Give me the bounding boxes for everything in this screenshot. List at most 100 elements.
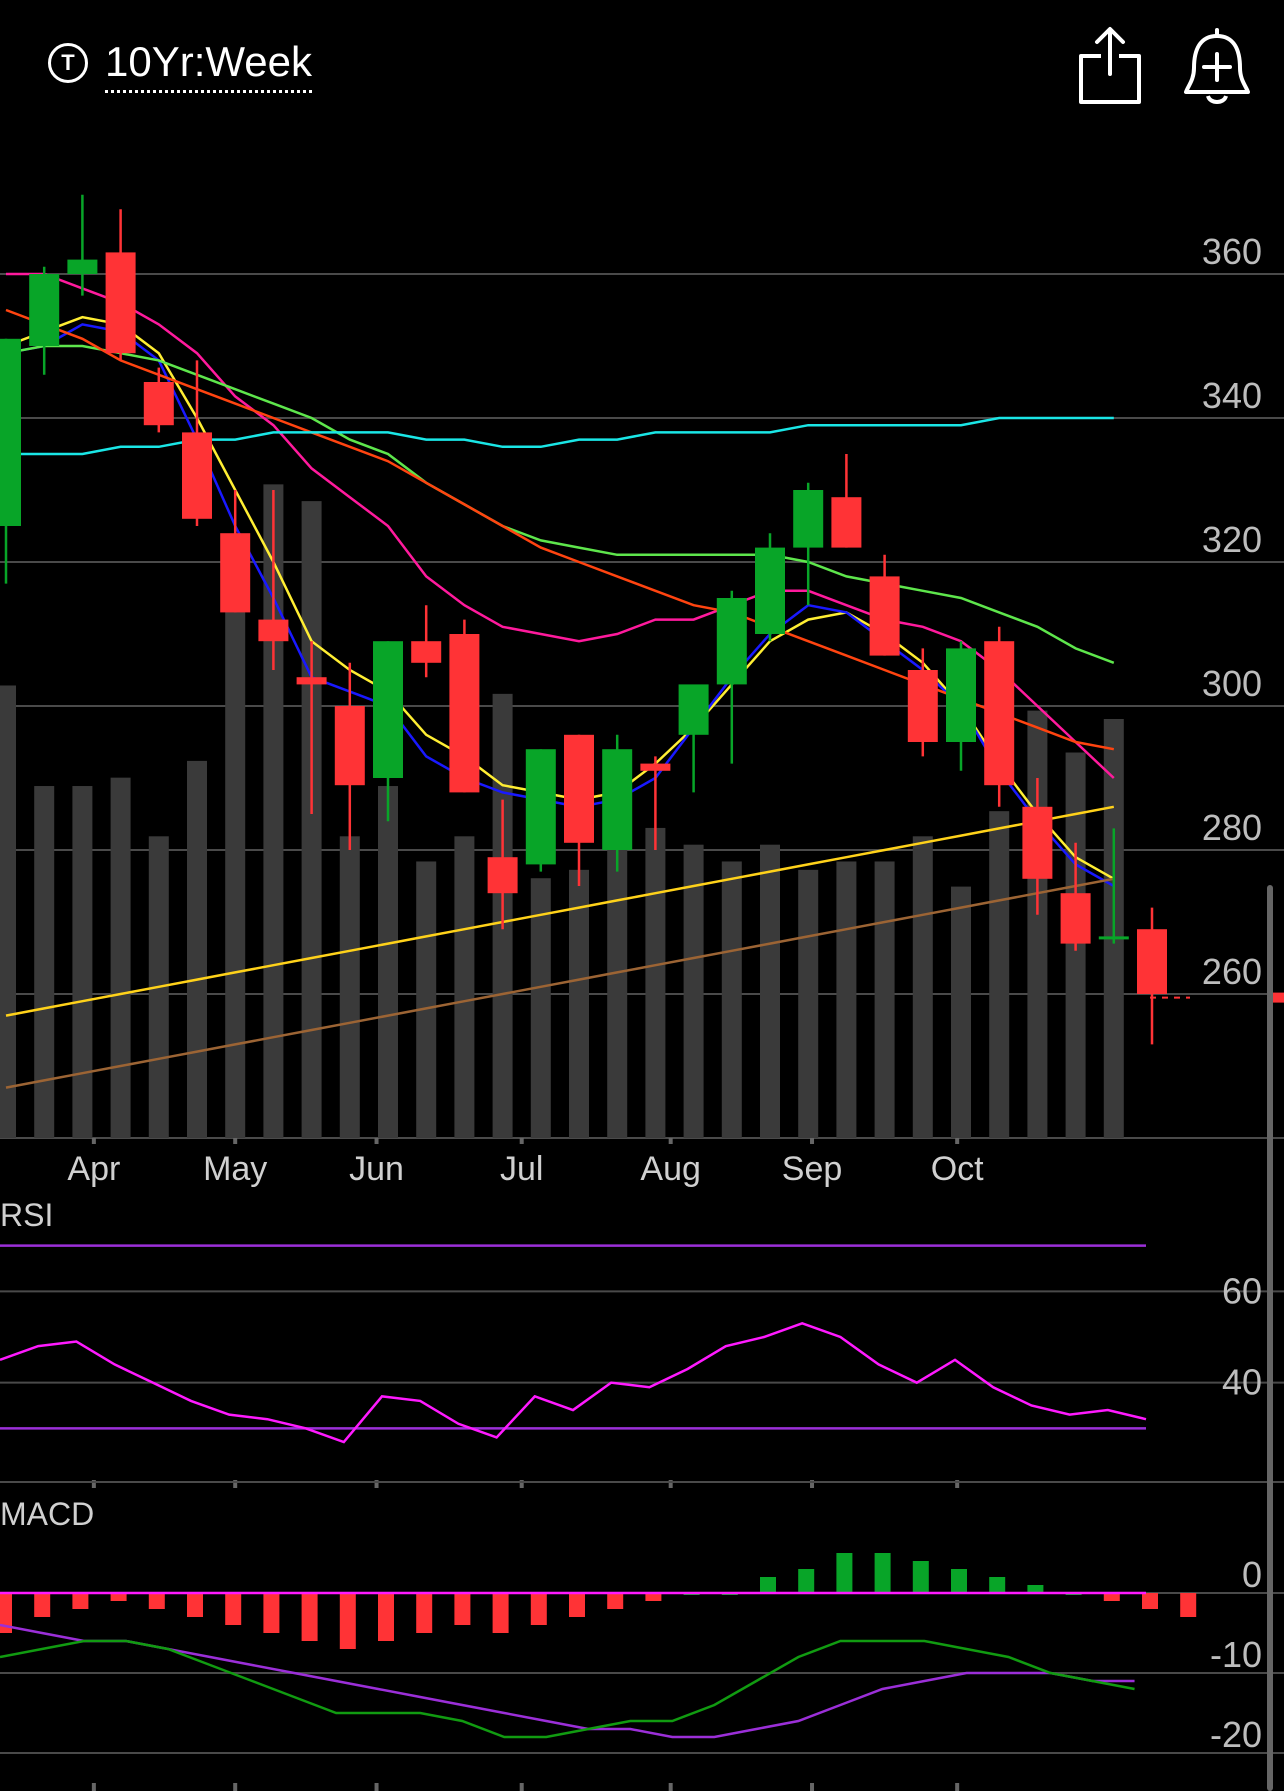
month-label: Jul	[500, 1150, 543, 1188]
candle-body	[296, 677, 327, 685]
ticker-type-icon: T	[48, 43, 88, 83]
volume-bar	[683, 844, 704, 1138]
macd-label: MACD	[0, 1496, 94, 1532]
candle-body	[67, 259, 98, 274]
candle-body	[1060, 893, 1091, 944]
macd-histogram-bar	[378, 1593, 394, 1641]
candlesticks	[0, 194, 1284, 1045]
candle-body	[182, 432, 212, 519]
volume-bar	[263, 484, 284, 1138]
scrollbar[interactable]	[1267, 885, 1273, 1791]
candle-body	[716, 598, 747, 685]
macd-histogram-bar	[760, 1577, 776, 1593]
price-axis-label: 340	[1202, 375, 1262, 416]
candle-body	[678, 684, 709, 735]
volume-bar	[798, 869, 819, 1138]
candle-body	[0, 338, 21, 526]
rsi-panel: RSI 60 40	[0, 1197, 1284, 1483]
volume-bar	[874, 861, 895, 1138]
candle-body	[755, 547, 785, 634]
volume-bar	[0, 685, 16, 1138]
volume-bar	[34, 786, 55, 1138]
macd-histogram-bar	[951, 1569, 967, 1593]
candle-body	[525, 749, 556, 865]
candle-body	[373, 641, 403, 778]
price-axis: 360 340 320 300 280 260	[1202, 231, 1262, 992]
macd-line	[0, 1639, 1135, 1739]
volume-bars	[0, 484, 1124, 1138]
candle-body	[1137, 929, 1167, 994]
candle-body	[869, 576, 900, 656]
volume-bar	[721, 861, 742, 1138]
candle-body	[831, 497, 862, 548]
add-alert-bell-icon[interactable]	[1180, 24, 1254, 108]
month-label: May	[203, 1150, 267, 1188]
month-label: Apr	[67, 1150, 120, 1188]
candle-body	[411, 641, 442, 663]
moving-average-line	[6, 272, 1115, 779]
candle-body	[220, 533, 251, 613]
candle-body	[564, 734, 594, 843]
moving-average-line	[5, 805, 1115, 1017]
month-label: Jun	[349, 1150, 404, 1188]
candle-body	[143, 382, 174, 426]
rsi-axis-label: 60	[1222, 1270, 1262, 1311]
macd-histogram-bar	[339, 1593, 356, 1649]
macd-histogram-bar	[912, 1561, 929, 1593]
candle-body	[487, 857, 518, 894]
macd-histogram-bar	[0, 1593, 12, 1633]
month-axis: Apr May Jun Jul Aug Sep Oct	[67, 1138, 984, 1791]
macd-histogram-bar	[225, 1593, 242, 1625]
macd-histogram-bar	[110, 1593, 127, 1601]
macd-histogram-bar	[607, 1593, 624, 1609]
volume-bar	[339, 836, 360, 1138]
rsi-axis-label: 40	[1222, 1362, 1262, 1403]
chart-title[interactable]: 10Yr:Week	[105, 38, 312, 93]
candle-body	[1022, 806, 1053, 879]
macd-histogram-bar	[454, 1593, 471, 1625]
volume-bar	[951, 886, 971, 1138]
macd-histogram-bar	[836, 1553, 853, 1593]
volume-bar	[607, 811, 628, 1138]
candle-body	[105, 252, 136, 354]
price-axis-label: 320	[1202, 519, 1262, 560]
volume-bar	[72, 786, 93, 1138]
candle-body	[602, 749, 633, 850]
macd-histogram-bar	[263, 1593, 280, 1633]
macd-histogram-bar	[1180, 1593, 1197, 1617]
volume-bar	[225, 576, 246, 1138]
volume-bar	[378, 786, 398, 1138]
macd-axis-label: -10	[1210, 1634, 1262, 1675]
candle-body	[984, 641, 1015, 786]
macd-histogram-bar	[492, 1593, 509, 1633]
macd-axis-label: 0	[1242, 1554, 1262, 1595]
candle-body	[1098, 936, 1129, 940]
share-icon[interactable]	[1075, 24, 1145, 108]
macd-panel: MACD 0 -10 -20	[0, 1496, 1284, 1755]
macd-histogram-bar	[1103, 1593, 1120, 1601]
price-axis-label: 360	[1202, 231, 1262, 272]
macd-histogram-bar	[72, 1593, 89, 1609]
macd-axis-label: -20	[1210, 1714, 1262, 1755]
macd-histogram-bar	[1142, 1593, 1158, 1609]
volume-bar	[836, 861, 857, 1138]
month-label: Oct	[931, 1150, 984, 1188]
price-axis-label: 260	[1202, 951, 1262, 992]
macd-histogram-bar	[530, 1593, 547, 1625]
candle-body	[334, 706, 365, 786]
candle-body	[946, 648, 976, 742]
macd-histogram-bar	[148, 1593, 165, 1609]
volume-bar	[989, 811, 1010, 1138]
volume-bar	[760, 844, 780, 1138]
macd-histogram-bar	[1027, 1585, 1044, 1593]
last-price-marker	[1273, 992, 1284, 1003]
price-axis-label: 280	[1202, 807, 1262, 848]
chart-header: T 10Yr:Week	[0, 0, 1284, 130]
volume-bar	[569, 869, 589, 1138]
moving-average-line	[5, 344, 1115, 664]
candle-body	[258, 619, 289, 642]
candle-body	[793, 490, 824, 548]
candle-body	[640, 763, 671, 771]
macd-histogram-bar	[416, 1593, 433, 1633]
